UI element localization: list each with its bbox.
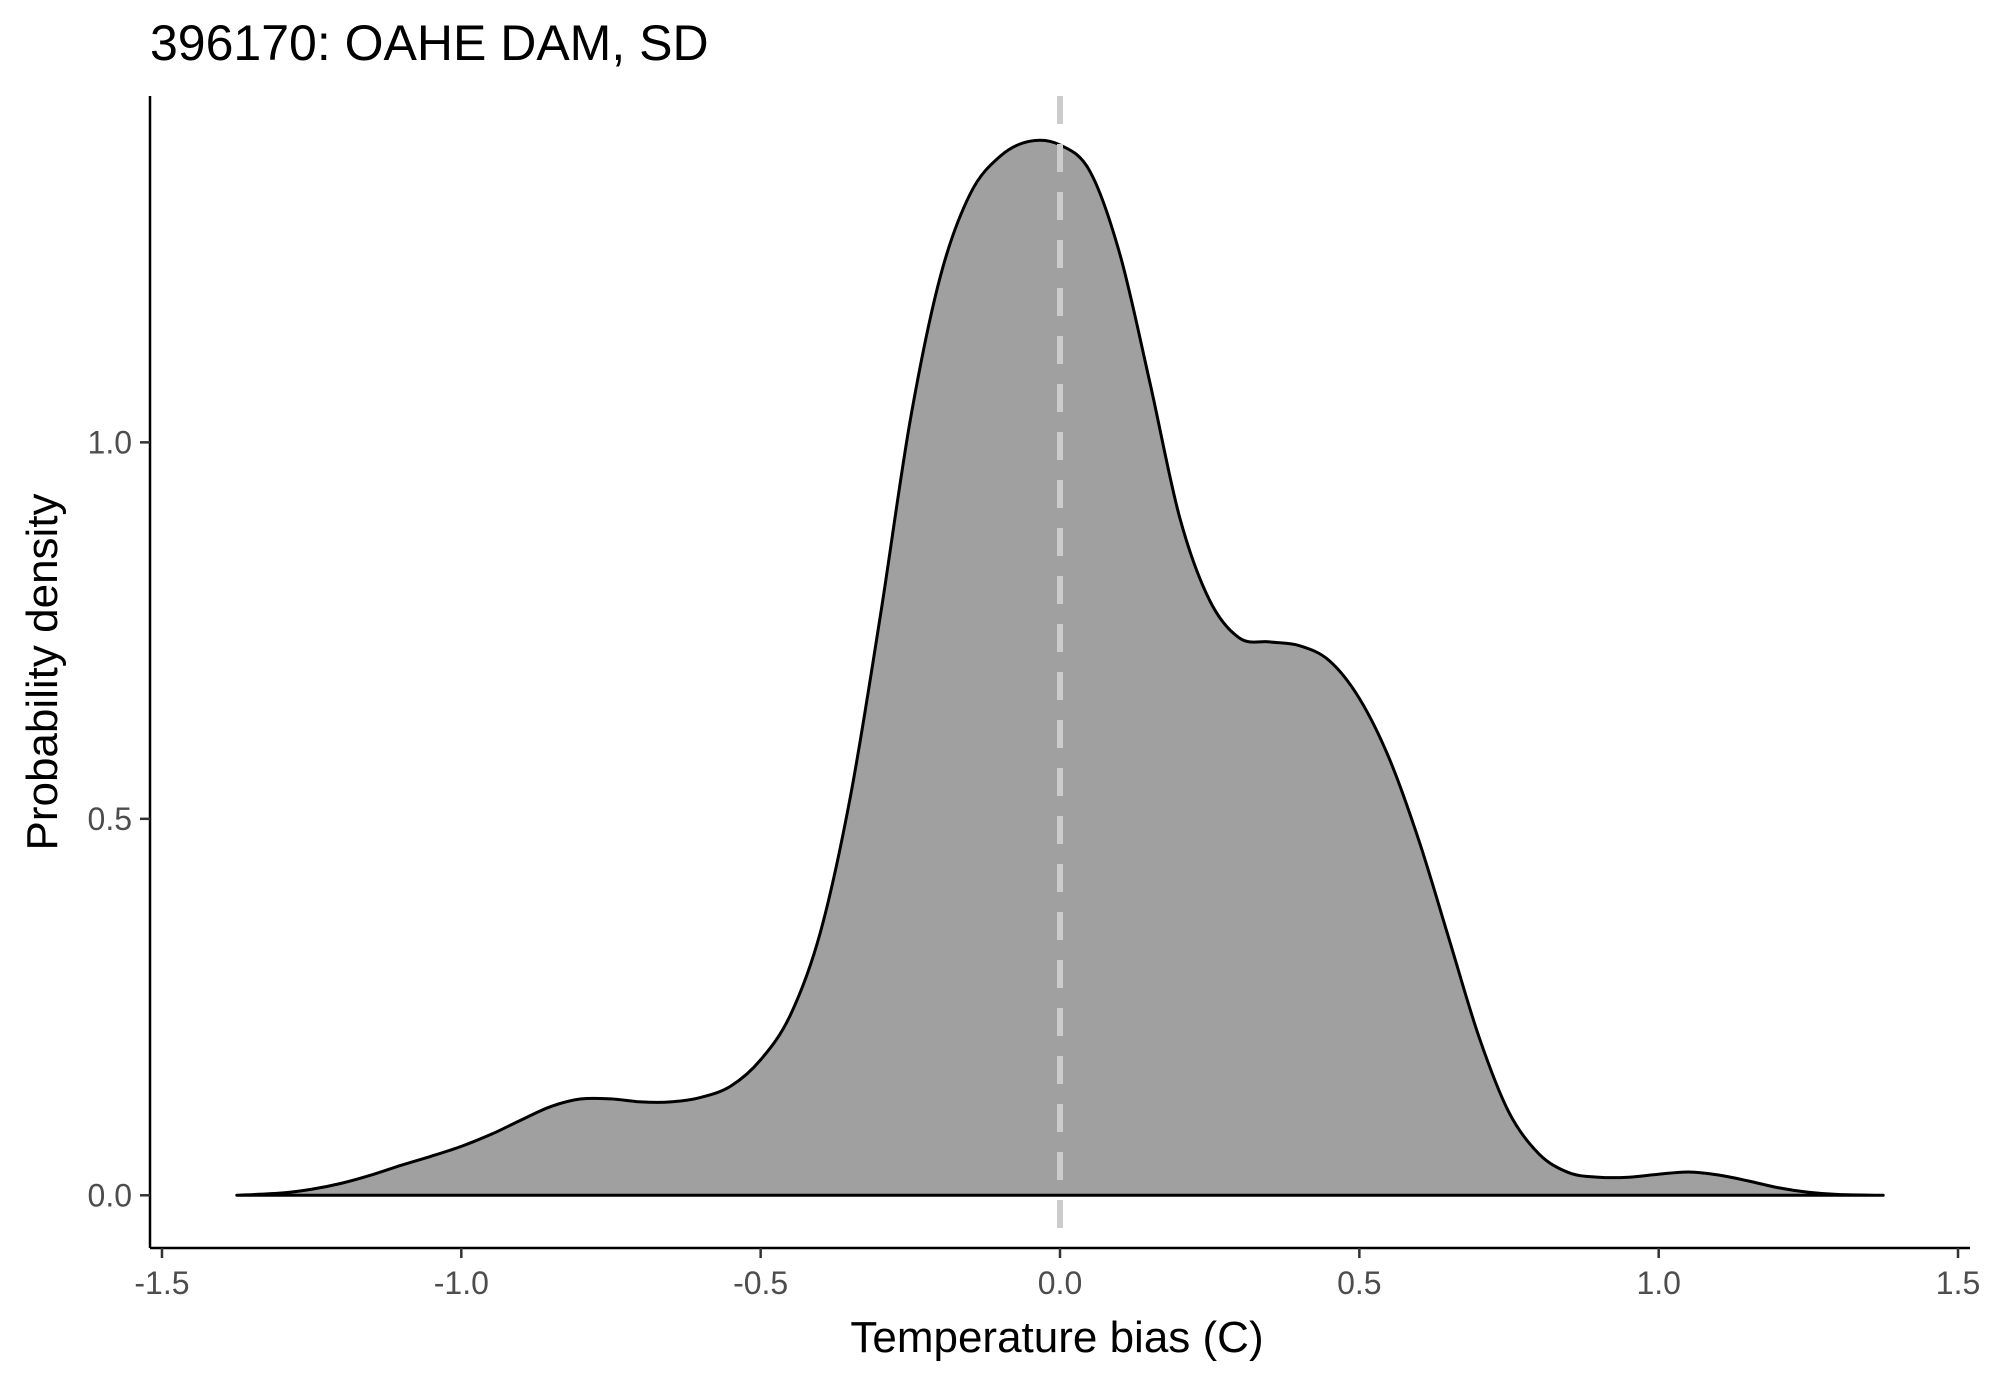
chart-title: 396170: OAHE DAM, SD xyxy=(150,15,709,71)
density-area xyxy=(236,140,1884,1196)
x-tick-label: -1.5 xyxy=(134,1265,189,1301)
x-tick-label: -0.5 xyxy=(733,1265,788,1301)
plot-area: -1.5 -1.0 -0.5 0.0 0.5 1.0 1.5 0.0 0.5 1.0 xyxy=(88,96,1980,1301)
y-tick-label: 0.5 xyxy=(88,801,132,837)
y-tick-label: 1.0 xyxy=(88,424,132,460)
x-tick-label: 1.0 xyxy=(1636,1265,1680,1301)
x-tick-label: -1.0 xyxy=(434,1265,489,1301)
x-tick-label: 1.5 xyxy=(1936,1265,1980,1301)
x-tick-label: 0.5 xyxy=(1337,1265,1381,1301)
y-tick-label: 0.0 xyxy=(88,1177,132,1213)
x-axis-title: Temperature bias (C) xyxy=(850,1313,1263,1362)
y-axis-title: Probability density xyxy=(18,493,67,850)
x-tick-label: 0.0 xyxy=(1038,1265,1082,1301)
